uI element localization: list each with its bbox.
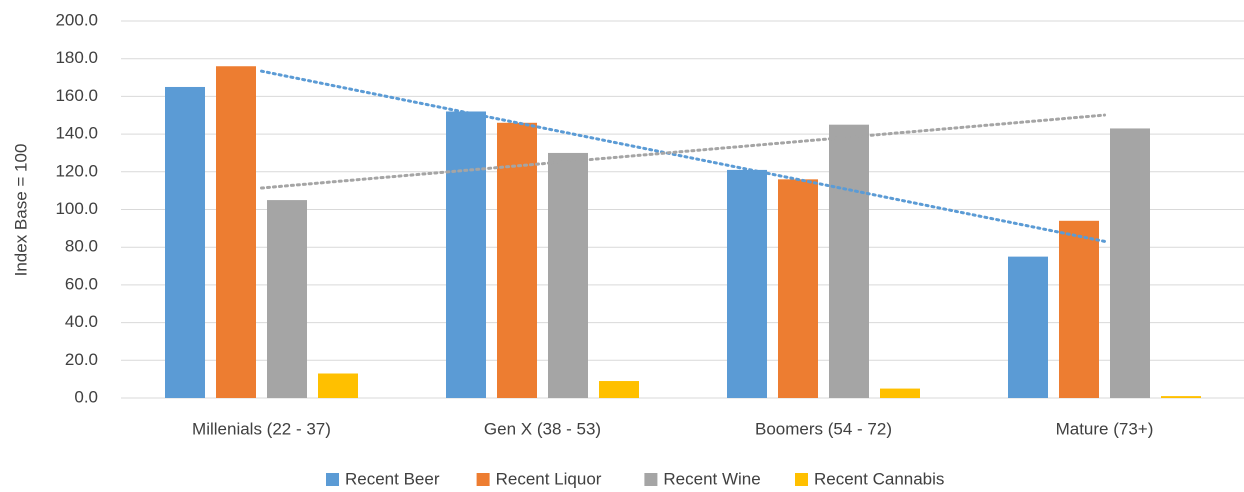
bar bbox=[548, 152, 588, 398]
y-tick-label: 180.0 bbox=[55, 48, 98, 67]
x-tick-label: Boomers (54 - 72) bbox=[755, 419, 892, 438]
bar bbox=[727, 169, 767, 398]
bar bbox=[165, 86, 205, 398]
y-tick-label: 80.0 bbox=[65, 237, 98, 256]
y-tick-label: 160.0 bbox=[55, 86, 98, 105]
legend-swatch bbox=[795, 473, 808, 486]
bar bbox=[1110, 128, 1150, 398]
bar bbox=[446, 111, 486, 398]
x-tick-label: Gen X (38 - 53) bbox=[484, 419, 601, 438]
legend-label: Recent Cannabis bbox=[814, 469, 944, 488]
x-tick-label: Millenials (22 - 37) bbox=[192, 419, 331, 438]
bar bbox=[1008, 256, 1048, 398]
bar bbox=[599, 381, 639, 398]
bar bbox=[880, 388, 920, 398]
bar bbox=[216, 66, 256, 399]
y-tick-label: 120.0 bbox=[55, 161, 98, 180]
bar bbox=[778, 179, 818, 398]
bar bbox=[318, 373, 358, 398]
x-tick-label: Mature (73+) bbox=[1056, 419, 1154, 438]
y-tick-label: 20.0 bbox=[65, 350, 98, 369]
legend-swatch bbox=[476, 473, 490, 486]
legend-swatch bbox=[326, 473, 339, 486]
y-tick-label: 140.0 bbox=[55, 124, 98, 143]
bar bbox=[1059, 220, 1099, 398]
bar bbox=[267, 200, 307, 398]
trendline bbox=[260, 113, 1106, 190]
legend-label: Recent Beer bbox=[345, 469, 440, 488]
legend-label: Recent Wine bbox=[663, 469, 760, 488]
legend-swatch bbox=[644, 473, 658, 486]
trendline bbox=[260, 69, 1106, 243]
y-axis-label: Index Base = 100 bbox=[11, 144, 30, 277]
bar bbox=[1161, 396, 1201, 398]
y-tick-label: 200.0 bbox=[55, 10, 98, 29]
y-tick-label: 40.0 bbox=[65, 312, 98, 331]
legend-label: Recent Liquor bbox=[496, 469, 602, 488]
bar bbox=[829, 124, 869, 399]
bar bbox=[497, 122, 537, 398]
y-tick-label: 60.0 bbox=[65, 274, 98, 293]
y-tick-label: 0.0 bbox=[74, 387, 98, 406]
y-tick-label: 100.0 bbox=[55, 199, 98, 218]
